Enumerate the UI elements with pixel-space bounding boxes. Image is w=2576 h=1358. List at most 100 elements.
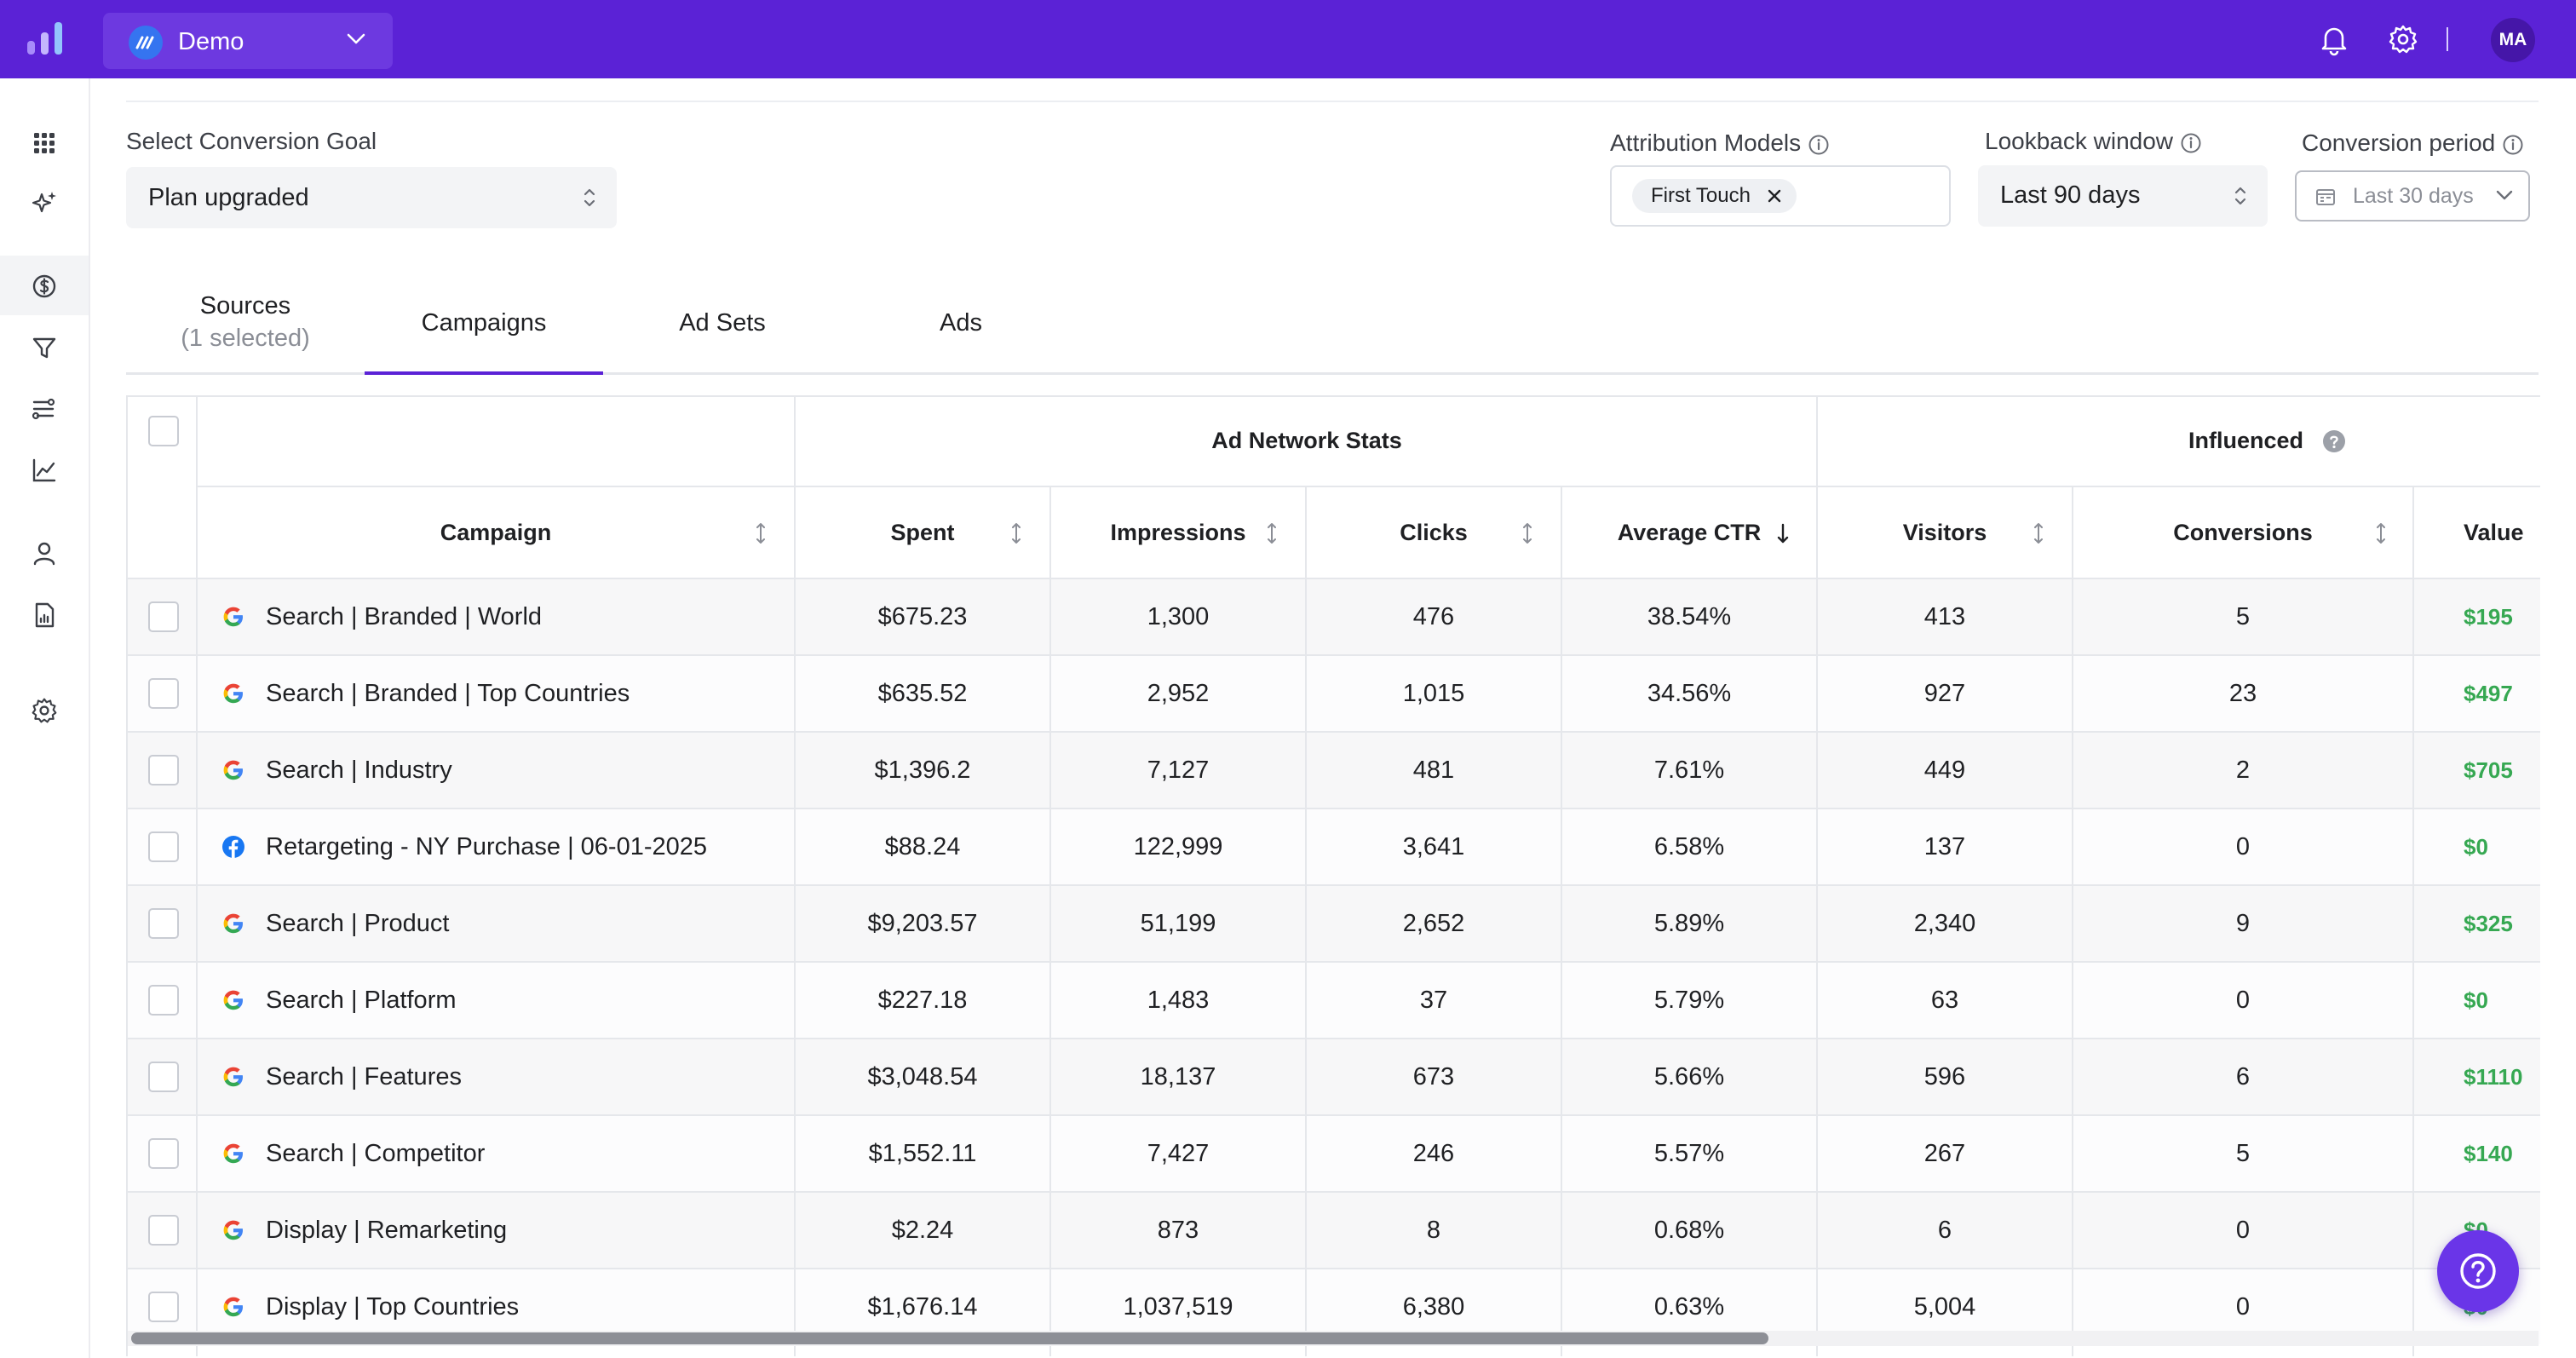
app-logo-icon[interactable]: [26, 20, 65, 56]
close-icon[interactable]: [1766, 187, 1783, 204]
cell-campaign[interactable]: Search | Product: [266, 910, 450, 937]
cell-campaign[interactable]: Display | Top Countries: [266, 1293, 520, 1321]
google-icon: [221, 605, 245, 629]
column-header-campaign[interactable]: Campaign: [198, 487, 794, 578]
sort-icon[interactable]: [753, 521, 768, 545]
tab-ad-sets[interactable]: Ad Sets: [603, 307, 842, 339]
journey-icon[interactable]: [27, 392, 61, 426]
cell-campaign[interactable]: Search | Branded | Top Countries: [266, 680, 630, 707]
row-checkbox[interactable]: [148, 1215, 179, 1246]
column-header-clicks[interactable]: Clicks: [1307, 487, 1561, 578]
column-header-visitors[interactable]: Visitors: [1818, 487, 2072, 578]
attribution-chip[interactable]: First Touch: [1632, 179, 1797, 213]
google-icon: [221, 758, 245, 782]
row-checkbox[interactable]: [148, 678, 179, 709]
settings-icon[interactable]: [27, 693, 61, 728]
row-checkbox[interactable]: [148, 985, 179, 1016]
sidebar: [0, 78, 90, 1358]
google-icon: [221, 912, 245, 935]
gear-icon[interactable]: [2388, 24, 2418, 55]
horizontal-scrollbar-thumb[interactable]: [131, 1332, 1768, 1344]
table-row[interactable]: Search | Industry $1,396.2 7,127 481 7.61% 44…: [128, 731, 2540, 808]
cell-campaign[interactable]: Search | Features: [266, 1063, 462, 1090]
avatar[interactable]: MA: [2491, 18, 2535, 62]
cell-campaign[interactable]: Search | Industry: [266, 757, 452, 784]
sort-icon[interactable]: [1264, 521, 1279, 545]
table-row[interactable]: Search | Product $9,203.57 51,199 2,652 5.89…: [128, 884, 2540, 961]
attribution-models-multiselect[interactable]: First Touch: [1610, 165, 1951, 227]
info-icon[interactable]: [2180, 132, 2202, 154]
info-icon[interactable]: [2502, 134, 2524, 156]
cell-conversions: 0: [2235, 987, 2251, 1014]
calendar-icon: [2315, 187, 2336, 207]
row-checkbox[interactable]: [148, 1062, 179, 1092]
row-checkbox[interactable]: [148, 831, 179, 862]
column-header-conversions[interactable]: Conversions: [2073, 487, 2412, 578]
cell-visitors: 927: [1923, 680, 1966, 707]
table-row[interactable]: Search | Features $3,048.54 18,137 673 5.66%…: [128, 1038, 2540, 1114]
cell-spent: $3,048.54: [867, 1063, 978, 1090]
column-divider: [2072, 487, 2073, 1356]
cell-impressions: 51,199: [1140, 910, 1216, 937]
tab-sources[interactable]: Sources (1 selected): [126, 290, 365, 354]
cell-campaign[interactable]: Search | Platform: [266, 987, 457, 1014]
cell-clicks: 476: [1412, 603, 1455, 630]
sort-icon[interactable]: [2373, 521, 2389, 545]
select-all-checkbox[interactable]: [148, 416, 179, 446]
help-button[interactable]: [2437, 1230, 2519, 1312]
sort-icon[interactable]: [2031, 521, 2046, 545]
chart-icon[interactable]: [27, 453, 61, 487]
column-header-average-ctr[interactable]: Average CTR: [1562, 487, 1816, 578]
filter-icon[interactable]: [27, 331, 61, 365]
sort-icon[interactable]: [1520, 521, 1535, 545]
lookback-window-select[interactable]: Last 90 days: [1978, 165, 2268, 227]
cell-impressions: 873: [1157, 1217, 1199, 1244]
sparkles-icon[interactable]: [27, 186, 61, 220]
help-circle-icon[interactable]: [2322, 429, 2346, 453]
cell-value: $497: [2464, 681, 2513, 706]
table-row[interactable]: Retargeting - NY Purchase | 06-01-2025 $8…: [128, 808, 2540, 884]
row-checkbox[interactable]: [148, 601, 179, 632]
column-divider: [2412, 487, 2414, 1356]
tab-sources-label: Sources: [199, 292, 291, 319]
tab-ads[interactable]: Ads: [842, 307, 1080, 339]
row-checkbox[interactable]: [148, 908, 179, 939]
user-icon[interactable]: [27, 537, 61, 571]
campaigns-table: Ad Network Stats Influenced Campaign Spe…: [126, 395, 2540, 1356]
cell-campaign[interactable]: Retargeting - NY Purchase | 06-01-2025: [266, 833, 708, 860]
column-header-spent[interactable]: Spent: [796, 487, 1049, 578]
info-icon[interactable]: [1808, 134, 1830, 156]
bell-icon[interactable]: [2319, 24, 2349, 56]
lookback-window-text: Lookback window: [1985, 128, 2174, 154]
cell-impressions: 7,427: [1147, 1140, 1210, 1167]
cell-clicks: 8: [1426, 1217, 1441, 1244]
conversion-goal-select[interactable]: Plan upgraded: [126, 167, 617, 228]
cell-average-ctr: 5.79%: [1653, 987, 1725, 1014]
column-header-value[interactable]: Value: [2414, 487, 2540, 578]
table-row[interactable]: Search | Branded | Top Countries $635.52 2…: [128, 654, 2540, 731]
apps-grid-icon[interactable]: [27, 126, 61, 160]
cell-clicks: 246: [1412, 1140, 1455, 1167]
table-row[interactable]: Search | Branded | World $675.23 1,300 476 3…: [128, 578, 2540, 654]
chevron-updown-icon: [583, 186, 596, 210]
table-row[interactable]: Search | Competitor $1,552.11 7,427 246 5.57…: [128, 1114, 2540, 1191]
column-header-impressions[interactable]: Impressions: [1051, 487, 1305, 578]
column-label-average-ctr: Average CTR: [1617, 520, 1762, 545]
workspace-selector[interactable]: Demo: [103, 13, 393, 69]
conversion-period-text: Conversion period: [2302, 129, 2496, 156]
cell-campaign[interactable]: Search | Branded | World: [266, 603, 543, 630]
cell-campaign[interactable]: Display | Remarketing: [266, 1217, 508, 1244]
column-divider: [1816, 395, 1818, 1356]
sort-descending-icon[interactable]: [1775, 521, 1791, 545]
row-checkbox[interactable]: [148, 1138, 179, 1169]
dollar-icon[interactable]: [27, 269, 61, 303]
row-checkbox[interactable]: [148, 1292, 179, 1322]
cell-campaign[interactable]: Search | Competitor: [266, 1140, 486, 1167]
report-icon[interactable]: [27, 598, 61, 632]
table-row[interactable]: Search | Platform $227.18 1,483 37 5.79% 63 0 $…: [128, 961, 2540, 1038]
sort-icon[interactable]: [1009, 521, 1024, 545]
conversion-period-picker[interactable]: Last 30 days: [2295, 170, 2530, 222]
row-checkbox[interactable]: [148, 755, 179, 785]
tab-campaigns[interactable]: Campaigns: [365, 307, 603, 339]
